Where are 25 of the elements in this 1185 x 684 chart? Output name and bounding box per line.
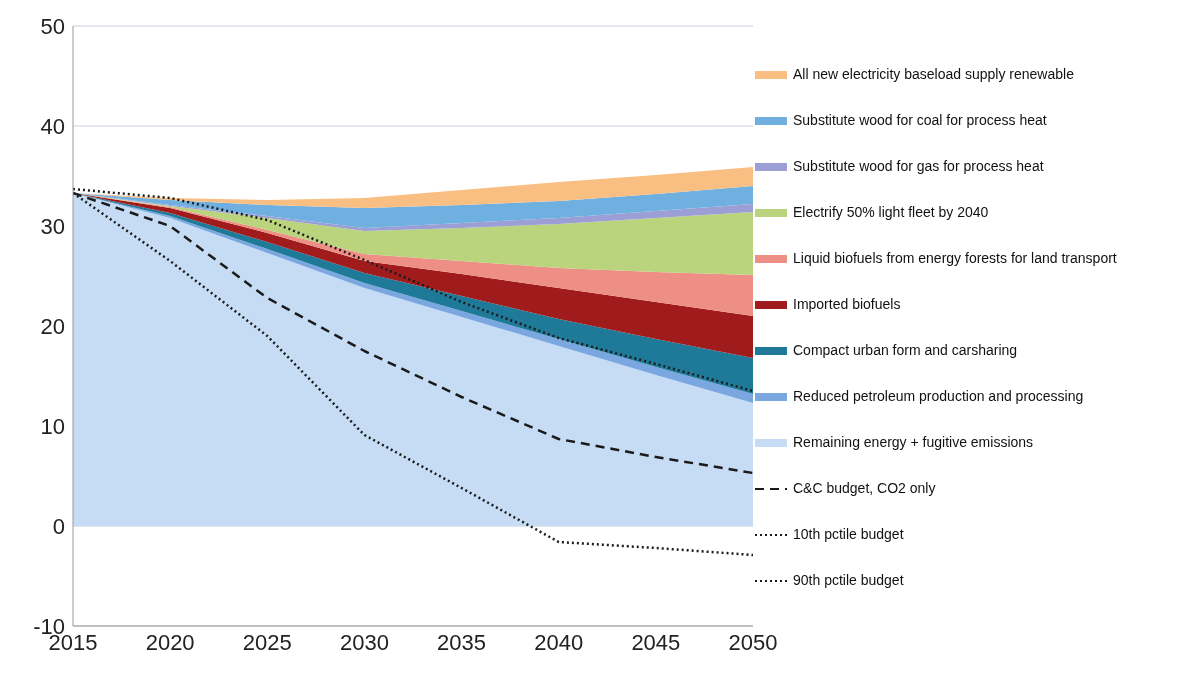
legend-label: All new electricity baseload supply renewable [793, 66, 1074, 82]
x-tick-label: 2035 [437, 629, 487, 655]
series-label: Electrify 50% light fleet by 2040 [793, 204, 989, 220]
y-tick-label: 40 [40, 113, 65, 139]
legend-label: Substitute wood for gas for process heat [793, 158, 1044, 174]
y-tick-label: 10 [40, 413, 65, 439]
y-tick-label: 50 [40, 13, 65, 39]
x-tick-label: 2020 [145, 629, 195, 655]
legend-label: Imported biofuels [793, 296, 901, 312]
y-tick-label: 0 [52, 513, 65, 539]
legend-label: 90th pctile budget [793, 572, 904, 588]
x-tick-label: 2030 [339, 629, 389, 655]
legend-label: C&C budget, CO2 only [793, 480, 936, 496]
y-tick-label: 20 [40, 313, 65, 339]
legend-label: Liquid biofuels from energy forests for land transport [793, 250, 1117, 266]
y-tick-label: 30 [40, 213, 65, 239]
legend-label: 10th pctile budget [793, 526, 904, 542]
legend-label: Substitute wood for coal for process heat [793, 112, 1047, 128]
x-tick-label: 2040 [534, 629, 584, 655]
legend-label: Compact urban form and carsharing [793, 342, 1018, 358]
x-tick-label: 2045 [631, 629, 681, 655]
x-tick-label: 2050 [728, 629, 778, 655]
x-tick-label: 2025 [242, 629, 292, 655]
series-label: Reduced petroleum production and processing [793, 388, 1084, 404]
series-label: Remaining energy + fugitive emissions [793, 434, 1034, 450]
